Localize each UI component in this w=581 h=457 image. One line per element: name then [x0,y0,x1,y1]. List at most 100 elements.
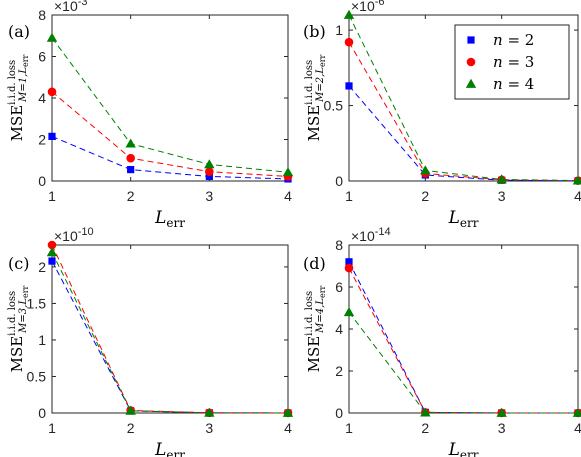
data-point-n3 [205,167,214,176]
data-point-n2 [127,165,135,174]
x-tick-label: 2 [421,188,429,204]
data-point-n4 [420,407,431,417]
x-axis-label: Lerr [448,208,479,230]
series-line-n3 [51,91,289,177]
y-exponent-label: ×10-6 [351,0,385,14]
data-point-n2 [345,82,353,90]
y-tick-label: 8 [38,7,46,23]
y-tick-label: 0 [38,405,46,421]
legend-marker-n3 [466,57,476,67]
y-exponent-label: ×10-3 [54,0,88,14]
panel-label: (a) [8,22,30,41]
data-point-n4 [282,407,294,417]
data-point-n3 [344,263,354,273]
series-line-n4 [51,37,289,173]
series-line-n4 [51,252,289,414]
data-point-n4 [46,247,58,257]
y-tick-label: 0.5 [27,368,47,384]
data-point-n4 [125,405,136,415]
data-point-n4 [496,174,507,184]
x-tick-label: 1 [345,188,353,204]
x-tick-label: 4 [574,420,581,436]
data-point-n4 [282,167,294,177]
y-tick-label: 0 [335,405,343,421]
series-line-n3 [51,244,289,414]
y-tick-label: 1 [335,22,343,38]
y-tick-label: 6 [38,49,46,65]
x-tick-label: 1 [48,420,56,436]
panel-d: 0 2 4 6 8 1 2 3 4 ×10-14 (d) Lerr MSEi.i.d. lossM=4,… [303,226,581,457]
panel-label: (d) [303,254,326,273]
y-tick-label: 2 [335,363,343,379]
legend-marker-n4 [465,78,477,88]
data-point-n4 [125,138,136,148]
y-exponent-label: ×10-14 [351,226,391,244]
x-tick-label: 4 [284,420,292,436]
x-tick-label: 2 [127,188,135,204]
data-point-n4 [204,407,215,417]
data-point-n3 [47,240,57,250]
data-point-n2 [345,258,353,266]
data-point-n4 [572,175,581,185]
series-line-n3 [348,41,579,182]
data-point-n4 [343,9,355,19]
y-tick-label: 4 [335,321,343,337]
data-point-n2 [48,257,56,265]
series-line-n2 [348,85,579,182]
legend-label-n3: n = 3 [493,53,534,71]
series-line-n2 [51,135,289,180]
axes-box [348,14,579,182]
x-tick-label: 2 [421,420,429,436]
x-tick-label: 1 [345,420,353,436]
y-axis-label: MSEi.i.d. lossM=1,Lerr [7,54,30,141]
y-axis-label: MSEi.i.d. lossM=4,Lerr [304,285,327,372]
panel-b: 0 0.5 1 1 2 3 4 ×10-6 (b) Lerr MSEi.i.d. lossM=2,L… [303,0,581,230]
legend-label-n2: n = 2 [493,31,534,49]
y-tick-label: 0.5 [324,98,344,114]
data-point-n4 [46,32,58,42]
data-point-n4 [343,307,355,317]
y-tick-label: 0 [38,173,46,189]
y-axis-label: MSEi.i.d. lossM=3,Lerr [7,285,30,372]
data-point-n2 [48,132,56,140]
y-exponent-label: ×10-10 [54,226,94,244]
y-tick-label: 6 [335,279,343,295]
x-axis-label: Lerr [448,440,479,457]
series-line-n4 [348,14,579,182]
data-point-n3 [47,87,57,97]
y-tick-label: 0 [335,173,343,189]
x-tick-label: 2 [127,420,135,436]
series-line-n2 [51,260,289,414]
legend-marker-n2 [467,36,475,44]
data-point-n3 [344,37,354,47]
data-point-n4 [204,159,215,169]
x-axis-label: Lerr [154,440,185,457]
legend: n = 2 n = 3 n = 4 [454,24,570,100]
y-tick-label: 2 [38,132,46,148]
series-line-n3 [348,267,579,414]
x-tick-label: 3 [498,420,506,436]
x-axis-label: Lerr [154,208,185,230]
y-tick-label: 1 [38,332,46,348]
x-tick-label: 3 [205,188,213,204]
panel-label: (c) [8,254,29,273]
x-tick-label: 4 [574,188,581,204]
y-tick-label: 2 [38,259,46,275]
data-point-n2 [205,172,213,181]
data-point-n4 [572,407,581,417]
panel-c: 0 0.5 1 1.5 2 1 2 3 4 ×10-10 (c) Lerr MSEi.i.d. loss… [7,226,294,457]
y-tick-label: 4 [38,90,46,106]
axes-box [51,244,289,414]
y-tick-label: 1.5 [27,295,47,311]
data-point-n4 [420,165,431,175]
x-tick-label: 4 [284,188,292,204]
x-tick-label: 3 [205,420,213,436]
data-point-n3 [126,153,135,163]
panel-label: (b) [303,22,326,41]
panel-a: 0 2 4 6 8 1 2 3 4 ×10-3 (a) Lerr MSEi.i.d. lossM=1,L… [7,0,294,230]
series-line-n2 [348,261,579,414]
x-tick-label: 3 [498,188,506,204]
y-axis-label: MSEi.i.d. lossM=2,Lerr [304,54,327,141]
legend-label-n4: n = 4 [493,75,534,93]
